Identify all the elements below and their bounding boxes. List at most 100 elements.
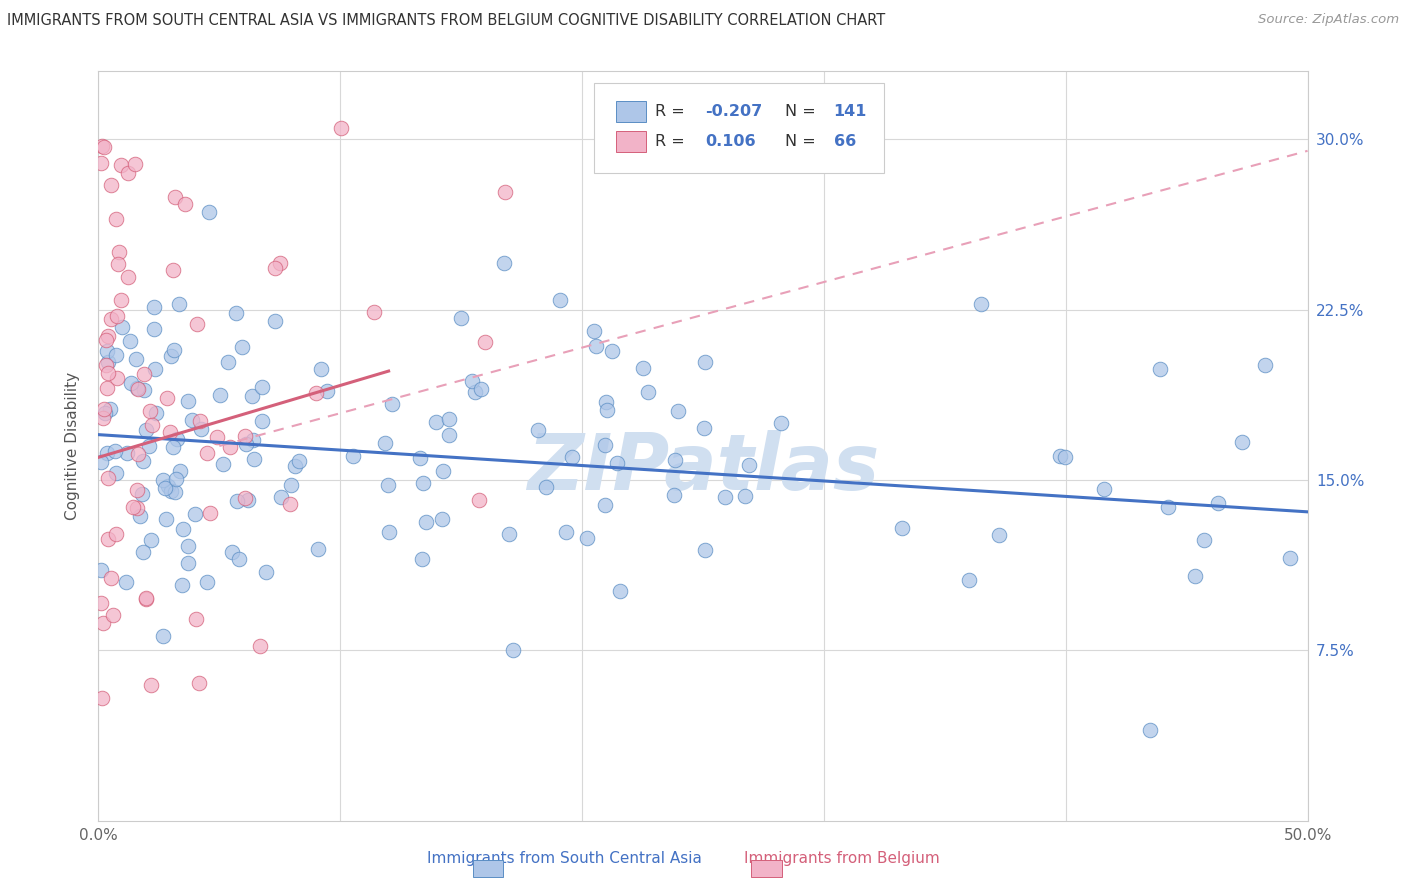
Point xyxy=(467,492,489,507)
Point xyxy=(693,355,716,369)
Point xyxy=(211,457,233,471)
Point xyxy=(166,432,188,446)
Point xyxy=(120,376,142,390)
Point xyxy=(228,551,250,566)
Point xyxy=(534,480,557,494)
Point xyxy=(90,596,112,610)
Point xyxy=(188,414,211,428)
Point xyxy=(284,458,307,473)
Point xyxy=(91,411,114,425)
Text: IMMIGRANTS FROM SOUTH CENTRAL ASIA VS IMMIGRANTS FROM BELGIUM COGNITIVE DISABILI: IMMIGRANTS FROM SOUTH CENTRAL ASIA VS IM… xyxy=(7,13,886,29)
Point xyxy=(342,450,364,464)
Point xyxy=(738,458,761,472)
Point xyxy=(576,531,599,545)
Point xyxy=(97,355,120,369)
Point xyxy=(165,190,187,204)
Point xyxy=(498,527,520,541)
Point xyxy=(96,358,118,372)
Point xyxy=(141,678,163,692)
Point xyxy=(593,438,616,452)
Point xyxy=(162,343,184,358)
Point xyxy=(233,429,256,443)
Point xyxy=(128,509,150,524)
Point xyxy=(174,197,197,211)
Point xyxy=(117,446,139,460)
Point xyxy=(96,381,118,395)
Point xyxy=(374,435,396,450)
Point xyxy=(100,178,122,192)
Point xyxy=(1192,533,1215,547)
Point xyxy=(120,334,142,348)
Point xyxy=(198,205,221,219)
Point xyxy=(117,166,139,180)
Text: N =: N = xyxy=(785,134,821,149)
Point xyxy=(595,402,617,417)
Point xyxy=(217,355,239,369)
Point xyxy=(219,440,242,454)
Point xyxy=(195,446,218,460)
Point xyxy=(593,498,616,512)
Point xyxy=(98,402,121,417)
Point xyxy=(249,639,271,653)
Point xyxy=(439,427,461,442)
Point xyxy=(1278,550,1301,565)
Point xyxy=(188,675,211,690)
Point xyxy=(278,497,301,511)
Point xyxy=(1092,482,1115,496)
Point xyxy=(100,571,122,585)
Point xyxy=(94,406,117,420)
Point xyxy=(132,367,155,381)
Point xyxy=(177,393,200,408)
Point xyxy=(1049,450,1071,464)
Point xyxy=(583,324,606,338)
Point xyxy=(693,420,716,434)
Point xyxy=(115,575,138,590)
Point xyxy=(122,500,145,514)
Point xyxy=(110,293,132,307)
Point xyxy=(135,591,157,605)
Point xyxy=(602,344,624,359)
FancyBboxPatch shape xyxy=(616,130,647,152)
Point xyxy=(127,381,149,395)
Point xyxy=(205,430,228,444)
Point xyxy=(155,511,177,525)
Point xyxy=(378,525,401,540)
Point xyxy=(381,397,404,411)
Point xyxy=(250,414,273,428)
Point xyxy=(226,493,249,508)
Point xyxy=(235,437,257,451)
Point xyxy=(957,574,980,588)
Point xyxy=(988,528,1011,542)
Point xyxy=(104,527,127,541)
Point xyxy=(107,256,129,270)
Point xyxy=(307,542,329,557)
Point xyxy=(233,491,256,505)
Point xyxy=(329,121,352,136)
Point xyxy=(132,545,155,559)
Point xyxy=(1157,500,1180,514)
Point xyxy=(415,515,437,529)
Point xyxy=(243,451,266,466)
Point xyxy=(181,413,204,427)
Point xyxy=(585,339,607,353)
Point xyxy=(110,158,132,172)
Point xyxy=(555,524,578,539)
Point xyxy=(225,306,247,320)
Point xyxy=(167,296,190,310)
Point xyxy=(242,434,264,448)
Point xyxy=(470,382,492,396)
Point xyxy=(160,349,183,363)
Point xyxy=(548,293,571,307)
Point xyxy=(145,406,167,420)
Point xyxy=(254,565,277,579)
Point xyxy=(1053,450,1076,464)
Point xyxy=(103,607,125,622)
Point xyxy=(143,322,166,336)
Point xyxy=(163,485,186,500)
Point xyxy=(105,348,128,362)
Point xyxy=(363,305,385,319)
Point xyxy=(1149,362,1171,376)
Point xyxy=(315,384,337,398)
Point xyxy=(105,371,128,385)
Text: R =: R = xyxy=(655,134,689,149)
